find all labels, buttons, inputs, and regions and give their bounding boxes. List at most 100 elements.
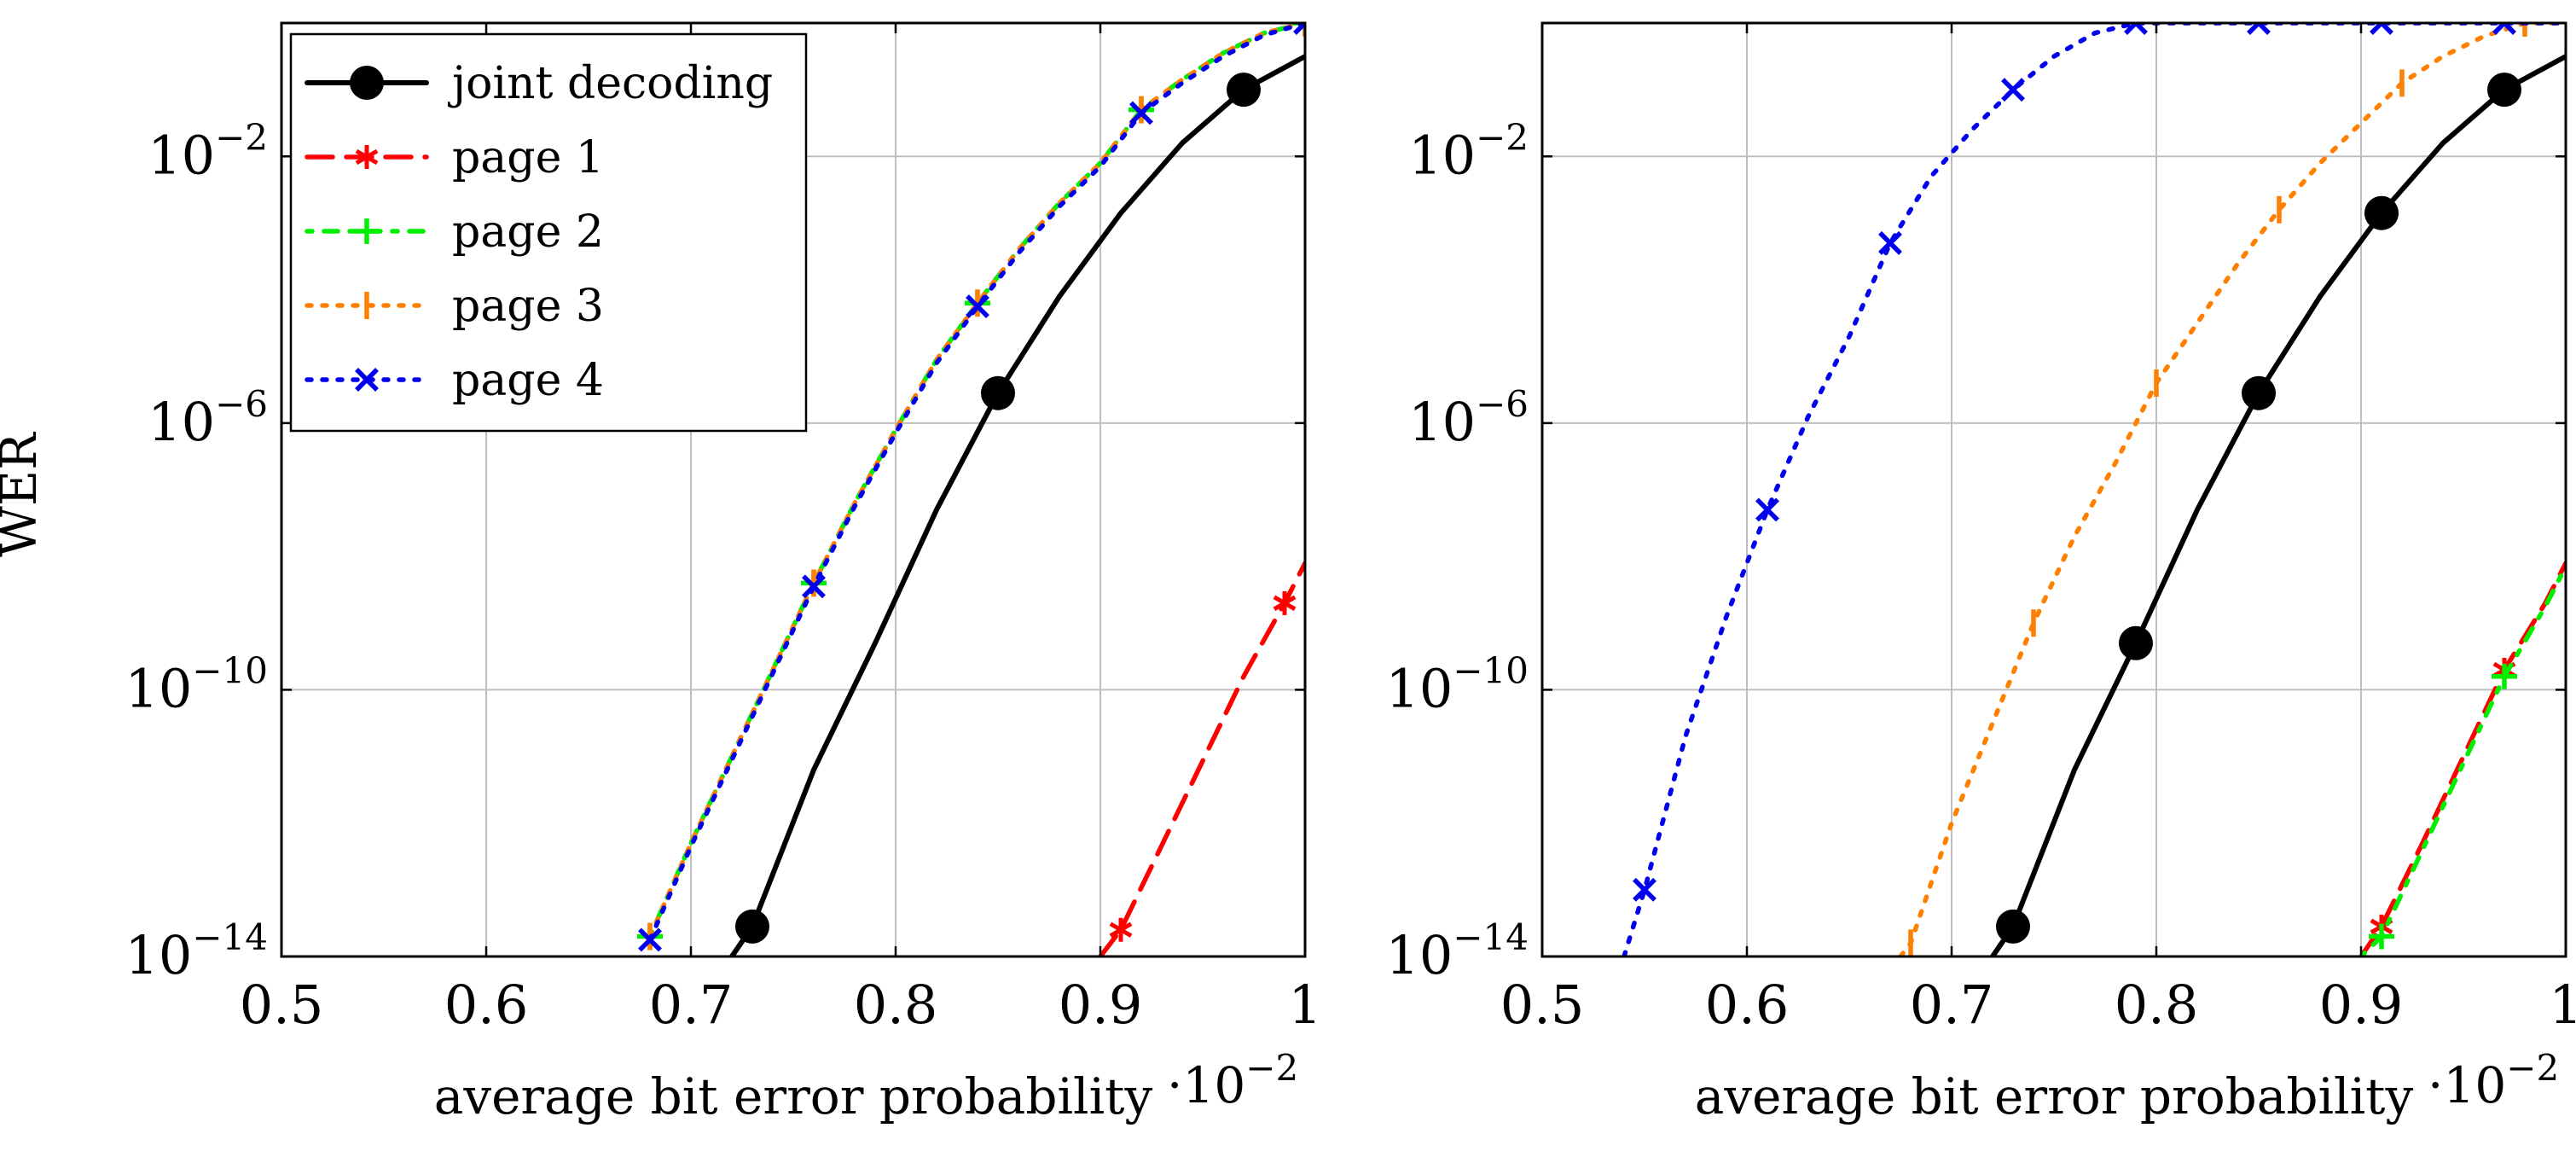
series-page-4 [1622,23,2566,956]
data-point [2370,23,2393,35]
data-point [1996,909,2030,944]
marker-dot [2487,73,2521,108]
marker-dot [981,375,1015,410]
series-joint-decoding [729,54,1305,956]
series-line [1098,561,1305,956]
y-tick-exponent: −2 [215,116,268,158]
data-point [2242,375,2276,410]
grid [1542,23,2566,956]
y-tick-base: 10 [125,924,192,986]
x-scale-exponent: −2 [2506,1047,2559,1089]
legend-marker [355,145,379,169]
marker-cross [1129,101,1153,125]
legend-entry-page-1: page 1 [305,132,604,183]
legend-label: page 4 [452,355,604,406]
y-tick-exponent: −2 [1476,116,1529,158]
legend-label: page 2 [452,206,604,258]
y-tick-base: 10 [1408,391,1476,453]
legend-marker [354,218,380,244]
y-tick-base: 10 [1385,657,1453,719]
y-tick-label: 10−6 [148,383,268,453]
marker-cross [1293,23,1305,35]
left-plot: 0.5 0.6 0.7 0.8 0.9 110−1410−1010−610−2averag… [0,21,1322,1125]
y-tick-label: 10−6 [1408,383,1529,453]
series-area [637,23,1305,956]
y-tick-exponent: −14 [1453,916,1529,958]
legend-entry-page-3: page 3 [305,281,604,332]
series-line [2358,561,2566,956]
y-tick-label: 10−14 [1385,916,1529,986]
x-scale-base: ·10 [2428,1056,2506,1114]
legend-entry-page-4: page 4 [305,355,604,406]
marker-cross [1755,497,1779,522]
y-tick-label: 10−2 [1408,116,1529,186]
series-joint-decoding [1990,54,2566,956]
x-axis-label: average bit error probability [434,1067,1153,1125]
x-tick-label: 0.9 [2319,974,2404,1036]
data-point [2124,23,2148,35]
marker-cross [1633,877,1656,902]
series-page-1 [1098,561,1305,956]
legend-label: joint decoding [448,58,773,109]
marker-cross [966,294,989,319]
data-point [981,375,1015,410]
marker-cross [2124,23,2148,35]
y-tick-base: 10 [125,657,192,719]
data-point [2364,195,2399,230]
axes-frame [280,21,1307,958]
x-axis-label: average bit error probability [1695,1067,2414,1125]
y-tick-base: 10 [1408,124,1476,186]
marker-dot [1996,909,2030,944]
marker-cross [2492,23,2516,35]
marker-cross [355,368,379,392]
y-tick-exponent: −14 [192,916,268,958]
x-tick-label: 0.7 [649,974,734,1036]
data-point [735,909,769,944]
data-point [1755,497,1779,522]
marker-cross [2247,23,2271,35]
data-point [1129,101,1153,125]
marker-cross [2001,78,2025,102]
y-tick-label: 10−14 [125,916,268,986]
data-point [1273,590,1297,615]
y-tick-exponent: −10 [192,649,268,691]
marker-cross [1878,230,1902,255]
marker-dot [2242,375,2276,410]
data-point [638,927,662,952]
x-tick-label: 0.6 [444,974,529,1036]
x-scale-base: ·10 [1167,1056,1245,1114]
series-line [647,23,1305,943]
series-line [1990,54,2566,956]
y-tick-exponent: −6 [1476,383,1529,425]
x-axis-scale: ·10−2 [1167,1047,1298,1114]
marker-star [355,145,379,169]
data-point [2247,23,2271,35]
x-tick-label: 0.7 [1910,974,1994,1036]
legend-marker [355,368,379,392]
data-point [1109,917,1133,942]
marker-star [1273,590,1297,615]
marker-cross [2370,23,2393,35]
marker-cross [638,927,662,952]
y-tick-label: 10−10 [1385,649,1529,719]
tick-marks [1540,23,2567,958]
data-point [966,294,989,319]
data-point [1633,877,1656,902]
y-tick-exponent: −6 [215,383,268,425]
series-page-2 [2358,564,2566,956]
x-tick-label: 1 [2549,974,2576,1036]
marker-dot [735,909,769,944]
y-tick-base: 10 [148,124,215,186]
data-point [2369,923,2394,950]
marker-plus [2492,663,2517,689]
data-point [2487,73,2521,108]
series-page-3 [1898,23,2566,956]
series-page-1 [2358,561,2566,956]
marker-dot [2364,195,2399,230]
marker-dot [350,66,384,100]
marker-star [1109,917,1133,942]
legend-marker [350,66,384,100]
marker-plus [2369,923,2394,950]
marker-cross [802,574,826,599]
y-tick-base: 10 [1385,924,1453,986]
